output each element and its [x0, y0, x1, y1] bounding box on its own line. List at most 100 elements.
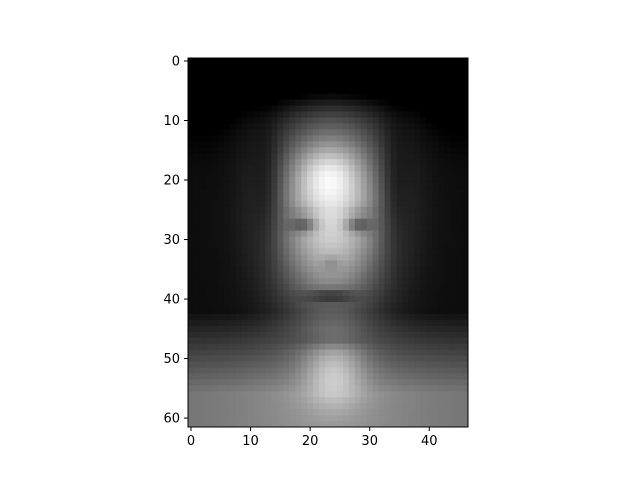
heatmap-cell — [462, 349, 468, 356]
heatmap-cell — [223, 224, 231, 231]
heatmap-cell — [354, 177, 362, 184]
heatmap-cell — [402, 260, 409, 267]
heatmap-cell — [229, 254, 237, 261]
heatmap-cell — [450, 69, 457, 77]
heatmap-cell — [253, 385, 260, 392]
heatmap-cell — [211, 182, 219, 190]
heatmap-cell — [450, 182, 457, 190]
heatmap-cell — [271, 230, 278, 237]
heatmap-cell — [456, 284, 463, 291]
heatmap-cell — [360, 266, 368, 273]
heatmap-cell — [390, 141, 397, 148]
heatmap-cell — [325, 278, 332, 285]
heatmap-cell — [271, 177, 278, 184]
heatmap-cell — [188, 123, 195, 130]
heatmap-cell — [426, 373, 433, 380]
heatmap-cell — [438, 290, 445, 297]
heatmap-cell — [444, 200, 451, 208]
heatmap-cell — [295, 313, 302, 321]
heatmap-cell — [462, 397, 468, 404]
heatmap-cell — [223, 75, 231, 83]
heatmap-cell — [283, 331, 290, 339]
heatmap-cell — [330, 403, 338, 410]
heatmap-cell — [366, 266, 374, 273]
heatmap-cell — [432, 58, 439, 65]
heatmap-cell — [283, 177, 290, 184]
heatmap-cell — [235, 129, 243, 136]
heatmap-cell — [313, 266, 320, 273]
heatmap-cell — [426, 93, 433, 101]
heatmap-cell — [217, 284, 225, 291]
heatmap-cell — [372, 391, 380, 398]
heatmap-cell — [372, 284, 380, 291]
heatmap-cell — [348, 182, 356, 190]
heatmap-cell — [223, 135, 231, 142]
heatmap-cell — [396, 290, 403, 297]
heatmap-cell — [229, 69, 237, 77]
heatmap-cell — [283, 421, 290, 427]
heatmap-cell — [450, 141, 457, 148]
heatmap-cell — [295, 307, 302, 315]
heatmap-cell — [462, 194, 468, 202]
heatmap-cell — [301, 266, 308, 273]
heatmap-cell — [247, 153, 254, 160]
heatmap-cell — [271, 302, 278, 309]
heatmap-cell — [330, 397, 338, 404]
heatmap-cell — [283, 391, 290, 398]
heatmap-cell — [396, 248, 403, 255]
heatmap-cell — [354, 325, 362, 333]
heatmap-cell — [325, 272, 332, 279]
heatmap-cell — [360, 117, 368, 124]
heatmap-cell — [372, 385, 380, 392]
heatmap-cell — [348, 135, 356, 142]
heatmap-cell — [348, 284, 356, 291]
heatmap-cell — [217, 349, 225, 356]
heatmap-cell — [426, 129, 433, 136]
heatmap-cell — [408, 194, 415, 202]
heatmap-cell — [456, 349, 463, 356]
heatmap-cell — [283, 397, 290, 404]
heatmap-cell — [336, 230, 344, 237]
heatmap-cell — [277, 355, 284, 362]
heatmap-cell — [450, 331, 457, 339]
heatmap-cell — [193, 367, 201, 374]
heatmap-cell — [342, 99, 350, 107]
heatmap-cell — [354, 212, 362, 220]
heatmap-cell — [420, 331, 427, 339]
heatmap-cell — [456, 296, 463, 303]
heatmap-cell — [265, 153, 272, 160]
heatmap-cell — [348, 63, 356, 71]
heatmap-cell — [360, 325, 368, 333]
heatmap-cell — [271, 403, 278, 410]
heatmap-cell — [366, 81, 374, 89]
heatmap-cell — [342, 129, 350, 136]
heatmap-cell — [366, 337, 374, 345]
heatmap-cell — [247, 123, 254, 130]
heatmap-cell — [259, 373, 266, 380]
heatmap-cell — [217, 236, 225, 243]
heatmap-cell — [444, 409, 451, 416]
heatmap-cell — [414, 391, 421, 398]
heatmap-cell — [247, 177, 254, 184]
heatmap-cell — [450, 75, 457, 83]
heatmap-cell — [193, 188, 201, 196]
heatmap-cell — [188, 111, 195, 118]
heatmap-cell — [426, 361, 433, 368]
heatmap-cell — [235, 361, 243, 368]
heatmap-cell — [342, 171, 350, 178]
heatmap-cell — [223, 99, 231, 107]
heatmap-cell — [223, 248, 231, 255]
heatmap-cell — [420, 373, 427, 380]
heatmap-cell — [319, 272, 326, 279]
heatmap-cell — [199, 58, 207, 65]
heatmap-cell — [360, 254, 368, 261]
heatmap-cell — [438, 379, 445, 386]
heatmap-cell — [390, 296, 397, 303]
heatmap-cell — [378, 331, 385, 339]
heatmap-cell — [211, 159, 219, 166]
heatmap-cell — [354, 367, 362, 374]
heatmap-cell — [313, 111, 320, 118]
heatmap-cell — [462, 260, 468, 267]
heatmap-cell — [229, 325, 237, 333]
heatmap-cell — [235, 111, 243, 118]
